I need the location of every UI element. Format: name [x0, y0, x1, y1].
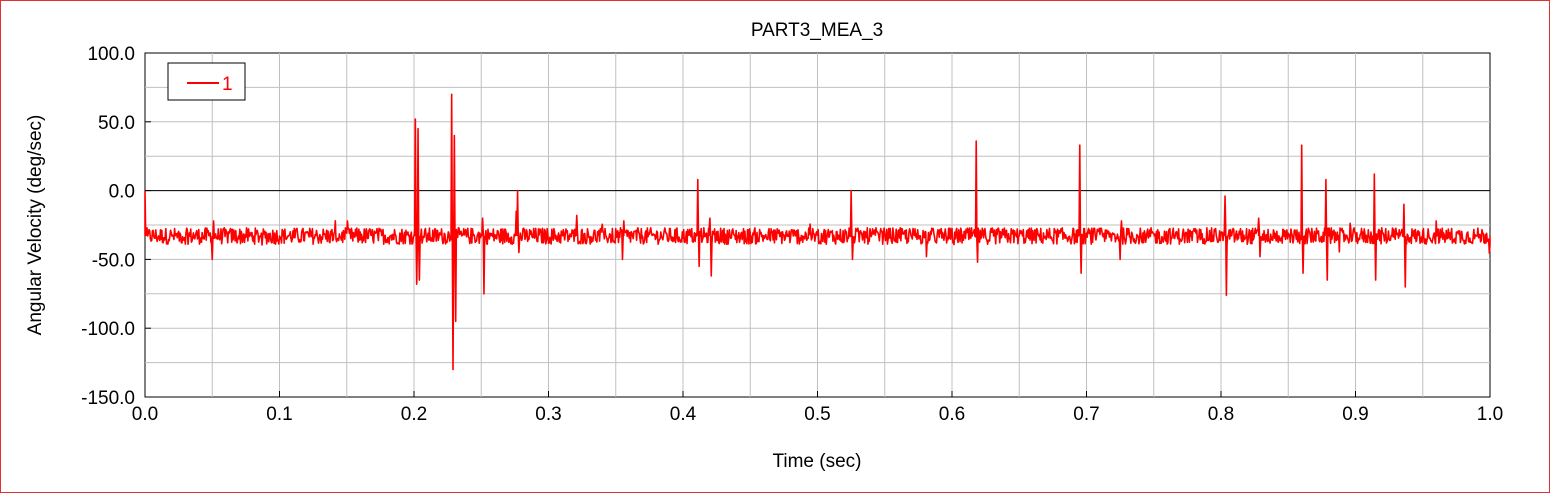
legend-box — [167, 62, 246, 101]
y-axis-label: Angular Velocity (deg/sec) — [25, 115, 46, 336]
y-tick-labels: 100.0 50.0 0.0 -50.0 -100.0 -150.0 — [81, 44, 151, 409]
series-group — [144, 93, 1491, 371]
y-tick-label: 50.0 — [98, 113, 135, 134]
x-tick-label: 0.7 — [1073, 404, 1099, 425]
y-tick-label: -150.0 — [81, 388, 135, 409]
series-line-1[interactable] — [144, 93, 1491, 371]
x-tick-label: 0.6 — [939, 404, 965, 425]
y-tick-label: -100.0 — [81, 319, 135, 340]
x-tick-label: 0.2 — [401, 404, 427, 425]
legend-label: 1 — [222, 74, 233, 95]
x-tick-label: 0.8 — [1208, 404, 1234, 425]
x-tick-label: 0.3 — [535, 404, 561, 425]
x-tick-label: 0.0 — [132, 404, 158, 425]
x-tick-label: 1.0 — [1477, 404, 1503, 425]
legend[interactable]: 1 — [167, 62, 246, 101]
y-tick-label: -50.0 — [92, 250, 135, 271]
x-tick-label: 0.1 — [266, 404, 292, 425]
y-tick-label: 0.0 — [109, 182, 135, 203]
chart-title: PART3_MEA_3 — [751, 20, 883, 41]
x-tick-label: 0.4 — [670, 404, 697, 425]
x-tick-labels: 0.0 0.1 0.2 0.3 0.4 0.5 0.6 0.7 0.8 0.9 1.0 — [132, 391, 1503, 425]
y-tick-label: 100.0 — [87, 44, 135, 65]
x-tick-label: 0.9 — [1342, 404, 1368, 425]
x-tick-label: 0.5 — [804, 404, 830, 425]
x-axis-label: Time (sec) — [772, 451, 861, 472]
